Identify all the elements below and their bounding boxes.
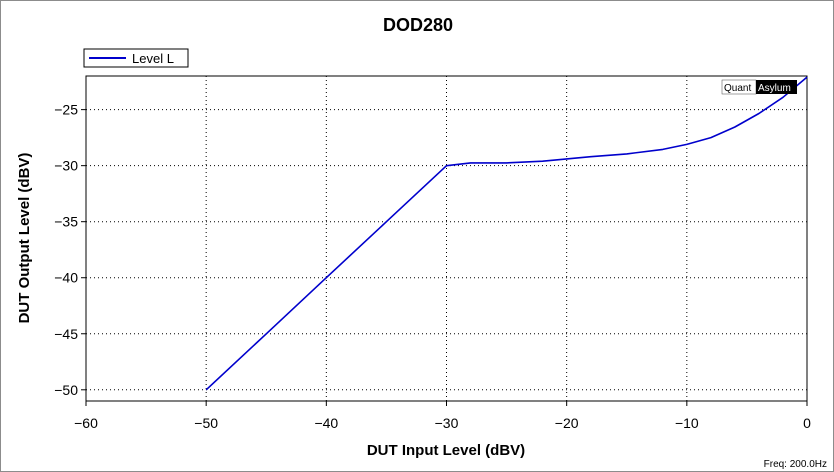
x-tick-label: −10 xyxy=(675,415,699,431)
x-tick-label: −20 xyxy=(555,415,579,431)
y-tick-label: −50 xyxy=(54,382,78,398)
x-tick-label: −30 xyxy=(435,415,459,431)
y-tick-label: −40 xyxy=(54,270,78,286)
y-axis-label: DUT Output Level (dBV) xyxy=(16,153,33,324)
brand-badge: Quant Asylum xyxy=(721,79,797,95)
y-tick-label: −25 xyxy=(54,102,78,118)
series-layer xyxy=(205,76,808,391)
plot-area xyxy=(85,75,808,402)
x-tick-label: 0 xyxy=(803,415,811,431)
x-axis-ticks: −60 −50 −40 −30 −20 −10 0 xyxy=(74,401,811,431)
x-tick-label: −60 xyxy=(74,415,98,431)
x-tick-label: −50 xyxy=(194,415,218,431)
legend: Level L xyxy=(83,48,189,68)
legend-box xyxy=(83,48,189,68)
series-line-level-l xyxy=(205,76,808,391)
legend-label: Level L xyxy=(132,51,174,66)
y-axis-ticks: −25 −30 −35 −40 −45 −50 xyxy=(54,102,86,398)
x-tick-label: −40 xyxy=(314,415,338,431)
x-axis-label: DUT Input Level (dBV) xyxy=(367,442,525,459)
brand-part2-box xyxy=(756,80,797,94)
y-tick-label: −35 xyxy=(54,214,78,230)
grid xyxy=(86,76,807,401)
chart-title: DOD280 xyxy=(383,15,453,35)
frequency-readout: Freq: 200.0Hz xyxy=(764,459,827,470)
brand-part2: Asylum xyxy=(758,83,791,94)
y-tick-label: −30 xyxy=(54,158,78,174)
brand-part1: Quant xyxy=(724,83,751,94)
y-tick-label: −45 xyxy=(54,326,78,342)
